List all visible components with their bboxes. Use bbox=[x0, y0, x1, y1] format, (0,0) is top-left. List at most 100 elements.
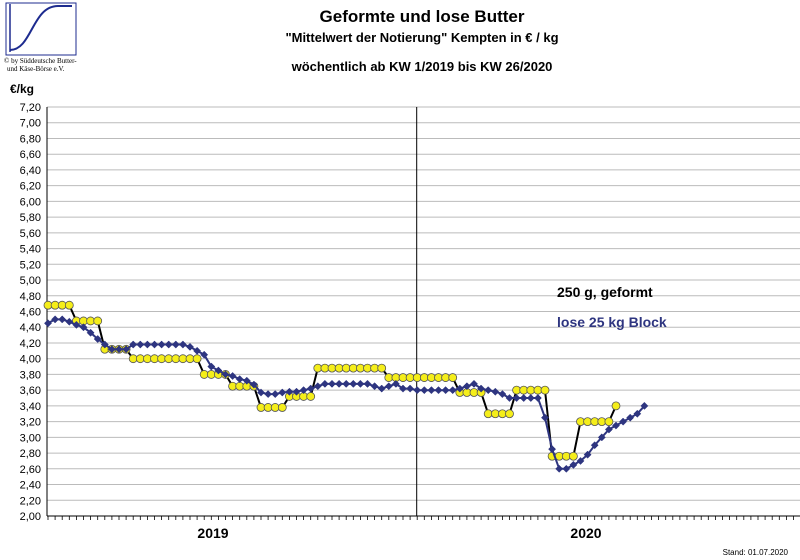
x-year-label-2020: 2020 bbox=[570, 525, 601, 541]
data-point-block bbox=[58, 315, 67, 324]
data-point-block bbox=[562, 464, 571, 473]
chart-subtitle: "Mittelwert der Notierung" Kempten in € … bbox=[285, 30, 558, 45]
data-point-block bbox=[93, 335, 102, 343]
logo-curve-icon bbox=[9, 5, 72, 51]
data-point-block bbox=[157, 340, 166, 349]
data-point-block bbox=[576, 456, 585, 465]
data-point-block bbox=[242, 376, 251, 385]
data-point-block bbox=[200, 350, 209, 359]
data-point-block bbox=[406, 384, 415, 393]
data-point-block bbox=[441, 386, 450, 395]
data-point-geformt bbox=[93, 316, 103, 326]
x-year-label-2019: 2019 bbox=[197, 525, 228, 541]
y-tick-label: 3,80 bbox=[20, 369, 41, 381]
y-tick-label: 5,00 bbox=[20, 275, 41, 287]
data-point-block bbox=[115, 345, 123, 354]
data-point-block bbox=[221, 370, 230, 379]
grid bbox=[47, 106, 800, 517]
chart-title: Geformte und lose Butter bbox=[320, 7, 525, 26]
data-point-geformt bbox=[277, 403, 287, 412]
data-point-block bbox=[491, 387, 500, 396]
data-point-block bbox=[477, 384, 486, 393]
data-point-block bbox=[363, 379, 372, 388]
data-point-block bbox=[264, 390, 273, 399]
data-point-block bbox=[526, 394, 535, 402]
y-tick-label: 7,20 bbox=[20, 102, 41, 114]
data-point-block bbox=[72, 320, 81, 329]
data-point-geformt bbox=[64, 300, 74, 310]
data-point-block bbox=[136, 340, 145, 349]
data-point-block bbox=[51, 315, 60, 324]
data-point-geformt bbox=[505, 409, 514, 419]
data-point-block bbox=[86, 328, 95, 337]
data-point-geformt bbox=[448, 373, 458, 382]
data-point-block bbox=[271, 390, 280, 399]
data-point-block bbox=[278, 388, 287, 397]
data-point-block bbox=[633, 409, 642, 418]
y-tick-label: 5,40 bbox=[20, 244, 41, 256]
y-tick-label: 4,00 bbox=[20, 354, 41, 366]
y-tick-label: 4,40 bbox=[20, 322, 41, 334]
series-geformt bbox=[43, 300, 621, 461]
y-axis-ticks: 2,00 2,20 2,40 2,60 2,80 3,00 3,20 3,40 3,60 3,80… bbox=[20, 102, 41, 523]
data-point-block bbox=[470, 379, 478, 388]
data-point-block bbox=[193, 346, 202, 355]
data-point-block bbox=[235, 375, 244, 384]
data-point-block bbox=[462, 382, 471, 391]
logo: © by Süddeutsche Butter- und Käse-Börse … bbox=[4, 2, 77, 73]
data-point-block bbox=[626, 413, 635, 422]
data-point-block bbox=[370, 382, 379, 391]
y-tick-label: 4,60 bbox=[20, 307, 41, 319]
data-point-block bbox=[143, 340, 152, 349]
y-tick-label: 6,80 bbox=[20, 133, 41, 145]
data-point-block bbox=[399, 384, 407, 393]
data-point-block bbox=[541, 413, 549, 422]
logo-frame bbox=[5, 2, 77, 56]
data-point-block bbox=[129, 340, 138, 349]
data-point-block bbox=[328, 379, 336, 388]
data-point-block bbox=[349, 379, 358, 388]
data-point-geformt bbox=[377, 363, 387, 373]
data-point-geformt bbox=[540, 385, 550, 395]
data-point-geformt bbox=[604, 417, 614, 427]
data-point-block bbox=[484, 386, 493, 395]
data-point-block bbox=[65, 317, 74, 326]
y-tick-label: 6,60 bbox=[20, 149, 41, 161]
data-point-block bbox=[313, 382, 322, 391]
data-point-block bbox=[377, 384, 386, 393]
data-point-block bbox=[207, 362, 216, 371]
data-point-block bbox=[186, 342, 194, 351]
y-tick-label: 5,20 bbox=[20, 259, 41, 271]
legend: 250 g, geformt lose 25 kg Block bbox=[557, 284, 667, 330]
data-point-block bbox=[434, 386, 443, 395]
y-tick-label: 2,00 bbox=[20, 511, 41, 523]
data-point-geformt bbox=[569, 451, 578, 461]
data-point-block bbox=[427, 386, 436, 395]
y-axis-label: €/kg bbox=[10, 82, 34, 96]
data-point-block bbox=[164, 340, 173, 349]
data-point-block bbox=[597, 433, 606, 442]
data-point-geformt bbox=[306, 392, 316, 401]
legend-entry-geformt: 250 g, geformt bbox=[557, 284, 653, 300]
data-point-block bbox=[512, 394, 521, 402]
data-point-block bbox=[342, 379, 351, 388]
data-point-block bbox=[505, 394, 514, 402]
data-point-block bbox=[391, 379, 400, 388]
data-point-block bbox=[498, 390, 507, 399]
chart-period: wöchentlich ab KW 1/2019 bis KW 26/2020 bbox=[291, 59, 553, 74]
data-point-block bbox=[107, 345, 116, 354]
data-point-block bbox=[519, 394, 528, 402]
stand-date: Stand: 01.07.2020 bbox=[723, 548, 789, 557]
y-tick-label: 2,20 bbox=[20, 495, 41, 507]
data-point-block bbox=[257, 388, 265, 397]
data-point-block bbox=[548, 445, 557, 454]
data-point-block bbox=[214, 366, 223, 375]
data-point-block bbox=[590, 441, 599, 450]
data-point-block bbox=[569, 460, 578, 469]
data-point-block bbox=[292, 387, 301, 396]
data-point-block bbox=[420, 386, 429, 395]
data-point-block bbox=[533, 394, 542, 402]
axes bbox=[46, 107, 800, 520]
y-tick-label: 3,00 bbox=[20, 432, 41, 444]
